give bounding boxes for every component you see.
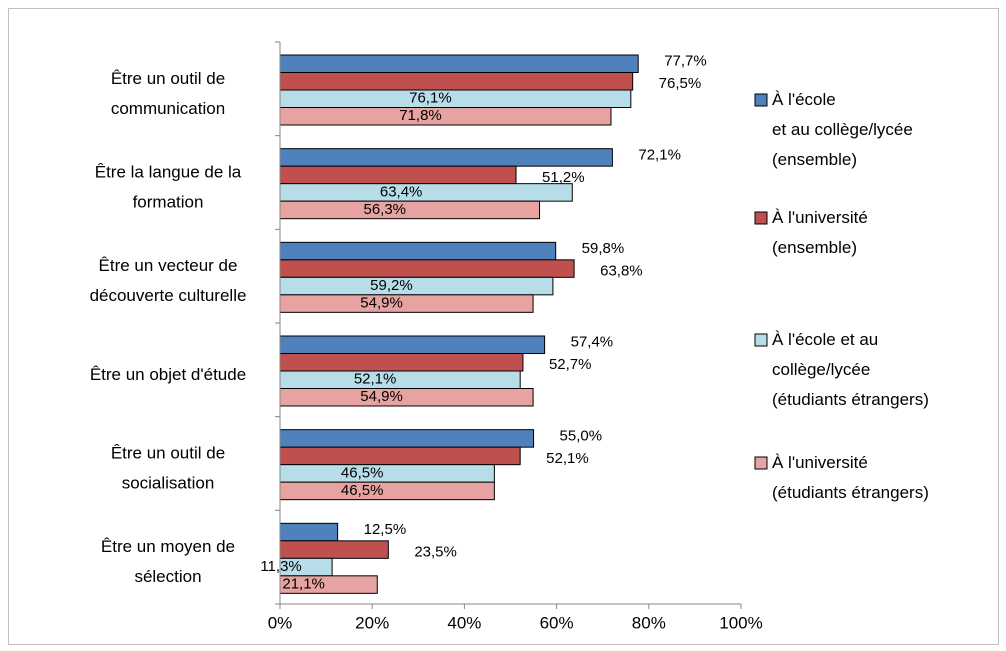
bar bbox=[279, 446, 521, 466]
bar bbox=[279, 335, 546, 354]
value-label: 52,1% bbox=[354, 371, 397, 388]
legend-swatch bbox=[754, 93, 768, 107]
bar bbox=[279, 165, 517, 185]
x-tick-label: 80% bbox=[632, 613, 666, 632]
value-label: 59,2% bbox=[370, 277, 413, 294]
x-tick-label: 60% bbox=[540, 613, 574, 632]
bar bbox=[279, 200, 541, 220]
legend-label: À l'école et au collège/lycée (ensemble) bbox=[772, 90, 913, 169]
value-label: 46,5% bbox=[341, 482, 384, 499]
bar bbox=[279, 429, 535, 448]
y-tick-label: Être un outil de communication bbox=[111, 69, 225, 118]
y-tick-label: Être un outil de socialisation bbox=[111, 444, 225, 493]
bar bbox=[279, 72, 634, 91]
bar bbox=[279, 522, 339, 542]
value-label: 51,2% bbox=[542, 169, 585, 186]
value-label: 63,4% bbox=[380, 183, 423, 200]
value-label: 54,9% bbox=[360, 388, 403, 405]
bar bbox=[279, 54, 639, 73]
legend-swatch bbox=[754, 456, 768, 470]
legend-label: À l'université (ensemble) bbox=[772, 208, 868, 257]
value-label: 12,5% bbox=[364, 521, 407, 538]
x-tick-label: 100% bbox=[719, 613, 762, 632]
value-label: 77,7% bbox=[664, 53, 707, 70]
value-label: 59,8% bbox=[582, 240, 625, 257]
legend-swatch bbox=[754, 333, 768, 347]
value-label: 52,1% bbox=[546, 450, 589, 467]
value-label: 52,7% bbox=[549, 356, 592, 373]
y-tick-label: Être un objet d'étude bbox=[90, 365, 246, 384]
bar bbox=[279, 183, 573, 202]
value-label: 56,3% bbox=[363, 201, 406, 218]
bar bbox=[279, 259, 575, 278]
value-label: 54,9% bbox=[360, 295, 403, 312]
value-label: 76,1% bbox=[409, 90, 452, 107]
x-tick-label: 40% bbox=[447, 613, 481, 632]
bar bbox=[279, 481, 495, 501]
bar bbox=[279, 89, 632, 108]
value-label: 55,0% bbox=[560, 427, 603, 444]
bar bbox=[279, 276, 554, 296]
bar bbox=[279, 294, 534, 313]
bar bbox=[279, 241, 557, 261]
bar bbox=[279, 370, 521, 389]
bar bbox=[279, 388, 534, 407]
x-tick-label: 0% bbox=[268, 613, 293, 632]
value-label: 21,1% bbox=[282, 576, 325, 593]
value-label: 46,5% bbox=[341, 464, 384, 481]
legend-label: À l'école et au collège/lycée (étudiants é… bbox=[772, 330, 929, 409]
value-label: 63,8% bbox=[600, 263, 643, 280]
bar bbox=[279, 464, 495, 483]
bar bbox=[279, 148, 613, 167]
x-tick-label: 20% bbox=[355, 613, 389, 632]
y-tick-label: Être un moyen de sélection bbox=[101, 538, 235, 587]
y-tick-label: Être la langue de la formation bbox=[95, 163, 242, 212]
bar bbox=[279, 107, 612, 126]
y-tick-label: Être un vecteur de découverte culturelle bbox=[90, 257, 247, 306]
legend-swatch bbox=[754, 211, 768, 225]
bar bbox=[279, 540, 389, 559]
value-label: 57,4% bbox=[571, 334, 614, 351]
value-label: 23,5% bbox=[414, 544, 457, 561]
value-label: 11,3% bbox=[260, 558, 301, 575]
legend-label: À l'université (étudiants étrangers) bbox=[772, 453, 929, 502]
value-label: 71,8% bbox=[399, 107, 442, 124]
bar bbox=[279, 353, 524, 372]
value-label: 76,5% bbox=[659, 75, 702, 92]
value-label: 72,1% bbox=[638, 146, 681, 163]
